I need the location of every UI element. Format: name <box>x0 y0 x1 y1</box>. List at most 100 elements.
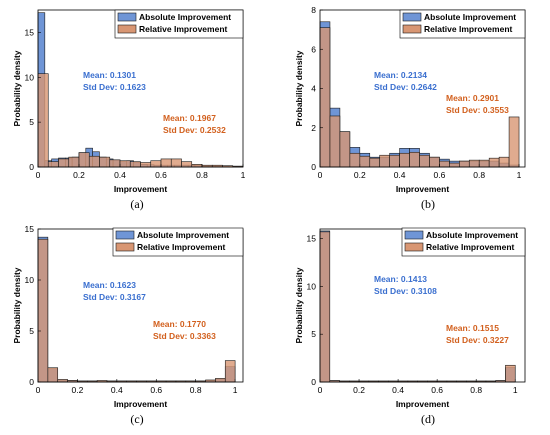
relative-bar <box>140 162 152 168</box>
x-tick-label: 0.4 <box>114 170 126 180</box>
x-tick-label: 1 <box>233 385 238 395</box>
relative-bar <box>181 161 193 168</box>
relative-bar <box>488 157 500 168</box>
legend-label-absolute: Absolute Improvement <box>139 12 231 22</box>
x-tick-label: 0.8 <box>196 170 208 180</box>
y-axis-label: Probability density <box>294 50 304 126</box>
relative-bar <box>224 360 236 383</box>
relative-bar <box>379 154 390 168</box>
relative-bar <box>119 160 131 168</box>
y-tick-label: 5 <box>29 117 34 127</box>
legend-label-relative: Relative Improvement <box>424 24 513 34</box>
relative-bar <box>349 152 361 168</box>
relative-bar <box>47 367 59 383</box>
relative-bar <box>409 151 420 168</box>
legend-box <box>114 9 244 39</box>
legend: Absolute Improvement Relative Improvement <box>112 227 244 257</box>
x-tick-label: 0 <box>318 170 323 180</box>
absolute-mean-annotation: Mean: 0.1623 <box>83 280 136 290</box>
chart-panel-a: 0 0.2 0.4 0.6 0.8 1051015ImprovementProbabili… <box>12 9 246 211</box>
relative-bar <box>68 156 80 168</box>
relative-bar <box>339 131 351 168</box>
relative-std-annotation: Std Dev: 0.3363 <box>153 331 216 341</box>
relative-bar <box>215 378 226 383</box>
relative-bar <box>129 161 141 168</box>
relative-bar <box>459 160 470 168</box>
x-tick-label: 0.4 <box>392 385 404 395</box>
relative-bar <box>498 156 510 168</box>
legend-swatch-relative <box>115 242 135 252</box>
x-axis-label: Improvement <box>114 184 168 194</box>
x-tick-label: 0.2 <box>354 170 366 180</box>
x-tick-label: 1 <box>517 170 522 180</box>
x-tick-label: 0.8 <box>190 385 202 395</box>
absolute-std-annotation: Std Dev: 0.2642 <box>374 82 437 92</box>
relative-bar <box>468 159 480 168</box>
x-tick-label: 0.6 <box>150 385 162 395</box>
relative-bar <box>319 27 331 168</box>
x-tick-label: 1 <box>513 385 518 395</box>
panel-caption: (a) <box>130 197 143 211</box>
relative-bar <box>37 238 49 383</box>
x-axis-label: Improvement <box>396 399 450 409</box>
y-axis-label: Probability density <box>12 50 22 126</box>
y-tick-label: 10 <box>25 275 35 285</box>
panel-caption: (b) <box>421 197 435 211</box>
legend: Absolute Improvement Relative Improvement <box>114 9 244 39</box>
x-tick-label: 0.2 <box>353 385 365 395</box>
x-tick-label: 0.2 <box>72 385 84 395</box>
legend-swatch-absolute <box>117 12 137 22</box>
x-tick-label: 0.2 <box>73 170 85 180</box>
relative-bar <box>399 152 410 168</box>
relative-bar <box>47 161 59 168</box>
relative-bar <box>191 164 203 168</box>
y-axis-label: Probability density <box>12 267 22 343</box>
absolute-std-annotation: Std Dev: 0.3108 <box>374 286 437 296</box>
legend-box <box>112 227 244 257</box>
y-tick-label: 5 <box>29 326 34 336</box>
x-tick-label: 0.6 <box>155 170 167 180</box>
relative-std-annotation: Std Dev: 0.3553 <box>446 105 509 115</box>
absolute-mean-annotation: Mean: 0.1413 <box>374 274 427 284</box>
legend: Absolute Improvement Relative Improvement <box>401 227 526 257</box>
panel-caption: (d) <box>421 412 435 426</box>
relative-bar <box>449 162 460 168</box>
legend-swatch-absolute <box>404 230 424 240</box>
y-tick-label: 8 <box>311 5 316 15</box>
absolute-std-annotation: Std Dev: 0.1623 <box>83 82 146 92</box>
legend-swatch-relative <box>117 24 137 34</box>
x-tick-label: 0.6 <box>431 385 443 395</box>
relative-mean-annotation: Mean: 0.2901 <box>446 93 499 103</box>
relative-bar <box>150 160 162 168</box>
y-tick-label: 15 <box>307 234 317 244</box>
relative-bar <box>329 115 341 168</box>
y-axis-label: Probability density <box>294 267 304 343</box>
relative-bar <box>99 156 111 168</box>
relative-bar <box>37 73 49 168</box>
relative-bar <box>160 158 172 168</box>
relative-bar <box>505 364 516 383</box>
legend-swatch-relative <box>404 242 424 252</box>
legend-swatch-absolute <box>115 230 135 240</box>
chart-panel-d: 0 0.2 0.4 0.6 0.8 1051015ImprovementProbabili… <box>294 227 526 426</box>
relative-bar <box>359 155 371 168</box>
y-tick-label: 10 <box>25 72 35 82</box>
relative-std-annotation: Std Dev: 0.3227 <box>446 335 509 345</box>
y-tick-label: 15 <box>25 224 35 234</box>
x-tick-label: 0.8 <box>470 385 482 395</box>
y-tick-label: 0 <box>29 377 34 387</box>
relative-mean-annotation: Mean: 0.1770 <box>153 319 206 329</box>
y-tick-label: 4 <box>311 84 316 94</box>
y-tick-label: 15 <box>25 27 35 37</box>
x-tick-label: 0.4 <box>394 170 406 180</box>
x-tick-label: 0 <box>318 385 323 395</box>
legend-swatch-absolute <box>402 12 422 22</box>
x-tick-label: 0.4 <box>111 385 123 395</box>
x-tick-label: 1 <box>241 170 246 180</box>
y-tick-label: 2 <box>311 123 316 133</box>
x-axis-label: Improvement <box>396 184 450 194</box>
absolute-mean-annotation: Mean: 0.2134 <box>374 70 427 80</box>
y-tick-label: 10 <box>307 281 317 291</box>
chart-panel-b: 0 0.2 0.4 0.6 0.8 1 0 2 4 6 8 Improvement Probabilit… <box>294 5 526 211</box>
relative-mean-annotation: Mean: 0.1967 <box>163 113 216 123</box>
